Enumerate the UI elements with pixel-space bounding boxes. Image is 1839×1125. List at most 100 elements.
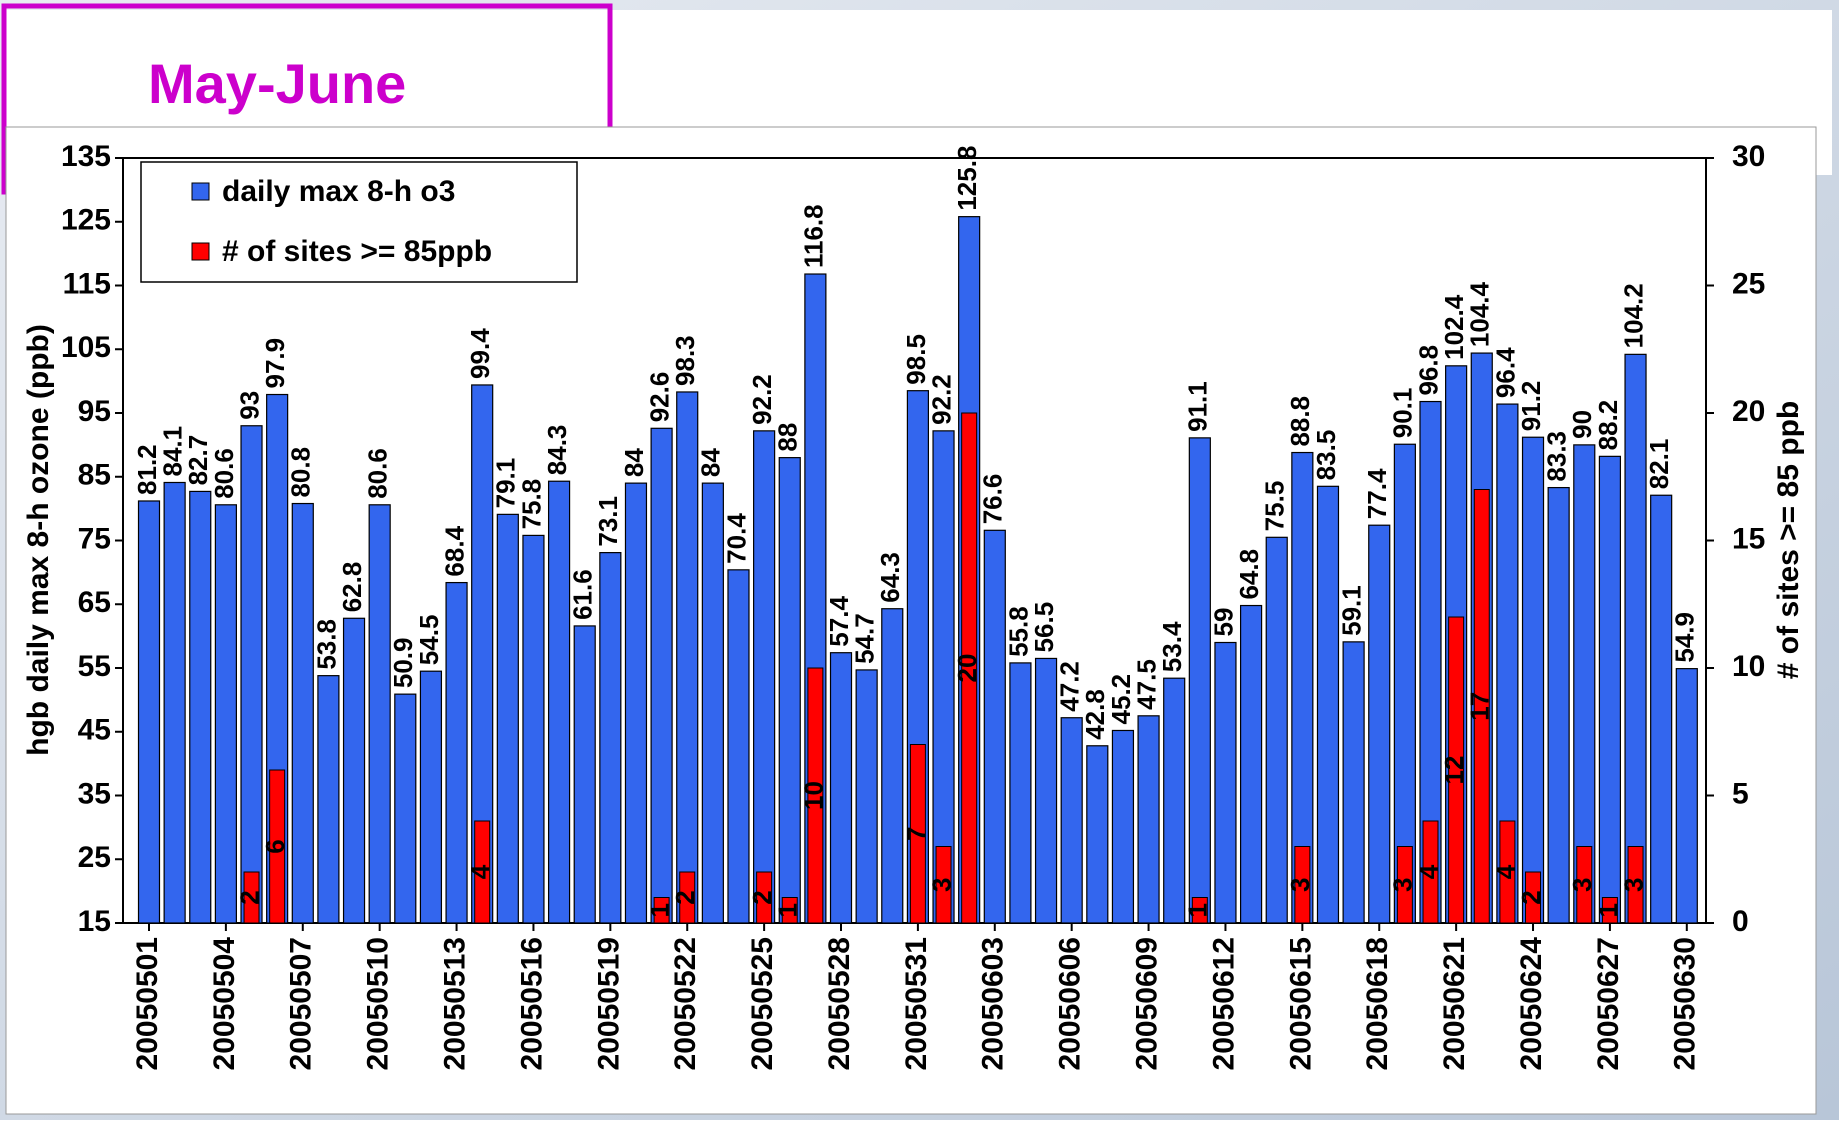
bar bbox=[807, 667, 824, 924]
bar bbox=[650, 427, 673, 924]
bar bbox=[1316, 485, 1340, 924]
y-tick-label: 55 bbox=[78, 650, 111, 683]
bar bbox=[1009, 662, 1032, 924]
bar bbox=[1422, 820, 1439, 924]
data-label: 1 bbox=[1593, 903, 1623, 917]
y-tick-label: 35 bbox=[78, 777, 111, 810]
bar bbox=[137, 500, 161, 924]
data-label: 92.2 bbox=[747, 374, 777, 425]
bar bbox=[291, 502, 314, 924]
data-label: 82.1 bbox=[1644, 439, 1674, 490]
data-label: 88.8 bbox=[1285, 396, 1315, 447]
data-label: 83.3 bbox=[1542, 431, 1572, 482]
bar bbox=[1521, 436, 1545, 924]
data-label: 91.2 bbox=[1516, 381, 1546, 432]
data-label: 3 bbox=[1285, 878, 1315, 892]
bar bbox=[881, 608, 904, 924]
data-label: 6 bbox=[260, 839, 290, 853]
x-tick-label: 20050615 bbox=[1284, 937, 1317, 1070]
y-tick-label: 15 bbox=[78, 905, 111, 938]
bar bbox=[1191, 897, 1208, 924]
data-label: 75.8 bbox=[516, 479, 546, 530]
y-tick-label: 105 bbox=[61, 331, 111, 364]
x-tick-label: 20050624 bbox=[1515, 937, 1548, 1071]
legend-label: # of sites >= 85ppb bbox=[222, 235, 492, 268]
bar bbox=[781, 897, 798, 924]
bar bbox=[1650, 494, 1673, 924]
data-label: 3 bbox=[1618, 878, 1648, 892]
bar bbox=[983, 529, 1006, 924]
bar bbox=[1034, 657, 1058, 924]
y2-tick-label: 5 bbox=[1732, 777, 1749, 810]
data-label: 75.5 bbox=[1260, 481, 1290, 532]
bar bbox=[1086, 745, 1109, 924]
data-label: 64.8 bbox=[1234, 549, 1264, 600]
x-tick-label: 20050612 bbox=[1207, 937, 1240, 1070]
data-label: 96.4 bbox=[1490, 347, 1520, 398]
bar bbox=[1576, 846, 1593, 924]
data-label: 45.2 bbox=[1106, 674, 1136, 725]
bar bbox=[214, 504, 237, 924]
data-label: 92.6 bbox=[644, 372, 674, 423]
data-label: 88.2 bbox=[1593, 400, 1623, 451]
y2-tick-label: 15 bbox=[1732, 522, 1765, 555]
bar bbox=[189, 490, 212, 924]
x-tick-label: 20050609 bbox=[1130, 937, 1163, 1070]
x-tick-label: 20050516 bbox=[515, 937, 548, 1070]
data-label: 73.1 bbox=[593, 496, 623, 547]
bar bbox=[547, 480, 571, 924]
data-label: 7 bbox=[901, 827, 931, 841]
data-label: 99.4 bbox=[465, 328, 495, 379]
data-label: 2 bbox=[1516, 890, 1546, 904]
x-tick-label: 20050603 bbox=[977, 937, 1010, 1070]
y2-axis-title: # of sites >= 85 ppb bbox=[1772, 401, 1805, 679]
bar bbox=[522, 534, 545, 924]
bar bbox=[624, 482, 648, 924]
data-label: 84 bbox=[696, 448, 726, 477]
bar bbox=[778, 457, 801, 924]
data-label: 17 bbox=[1465, 692, 1495, 721]
bar bbox=[599, 552, 622, 924]
data-label: 50.9 bbox=[388, 638, 418, 689]
data-label: 62.8 bbox=[337, 562, 367, 613]
data-label: 53.8 bbox=[311, 619, 341, 670]
legend-box bbox=[140, 161, 578, 283]
data-label: 59.1 bbox=[1336, 585, 1366, 636]
bar bbox=[240, 425, 263, 924]
data-label: 81.2 bbox=[132, 444, 162, 495]
data-label: 84.1 bbox=[158, 426, 188, 477]
bar bbox=[653, 897, 670, 924]
data-label: 91.1 bbox=[1183, 381, 1213, 432]
legend-swatch bbox=[191, 242, 210, 261]
data-label: 10 bbox=[798, 781, 828, 810]
data-label: 96.8 bbox=[1413, 345, 1443, 396]
bar bbox=[727, 569, 750, 924]
bar bbox=[1239, 604, 1263, 924]
data-label: 4 bbox=[1490, 864, 1520, 879]
data-label: 57.4 bbox=[824, 596, 854, 647]
bar bbox=[1188, 437, 1211, 924]
bar bbox=[1624, 353, 1647, 924]
y-tick-label: 115 bbox=[63, 267, 111, 300]
data-label: 80.6 bbox=[209, 448, 239, 499]
bar bbox=[701, 482, 724, 924]
bar bbox=[342, 617, 366, 924]
data-label: 76.6 bbox=[978, 474, 1008, 525]
data-label: 54.9 bbox=[1670, 612, 1700, 663]
data-label: 53.4 bbox=[1157, 621, 1187, 672]
bar bbox=[1137, 715, 1160, 924]
bar bbox=[445, 581, 468, 924]
data-label: 116.8 bbox=[798, 204, 828, 268]
bar bbox=[496, 513, 519, 924]
bar bbox=[368, 504, 391, 924]
bar bbox=[1675, 668, 1698, 924]
data-label: 80.6 bbox=[363, 448, 393, 499]
y-tick-label: 45 bbox=[78, 714, 111, 747]
bar bbox=[573, 625, 596, 924]
y-tick-label: 75 bbox=[78, 522, 111, 555]
bar bbox=[419, 670, 443, 924]
x-tick-label: 20050507 bbox=[285, 937, 318, 1070]
y-tick-label: 25 bbox=[78, 841, 111, 874]
